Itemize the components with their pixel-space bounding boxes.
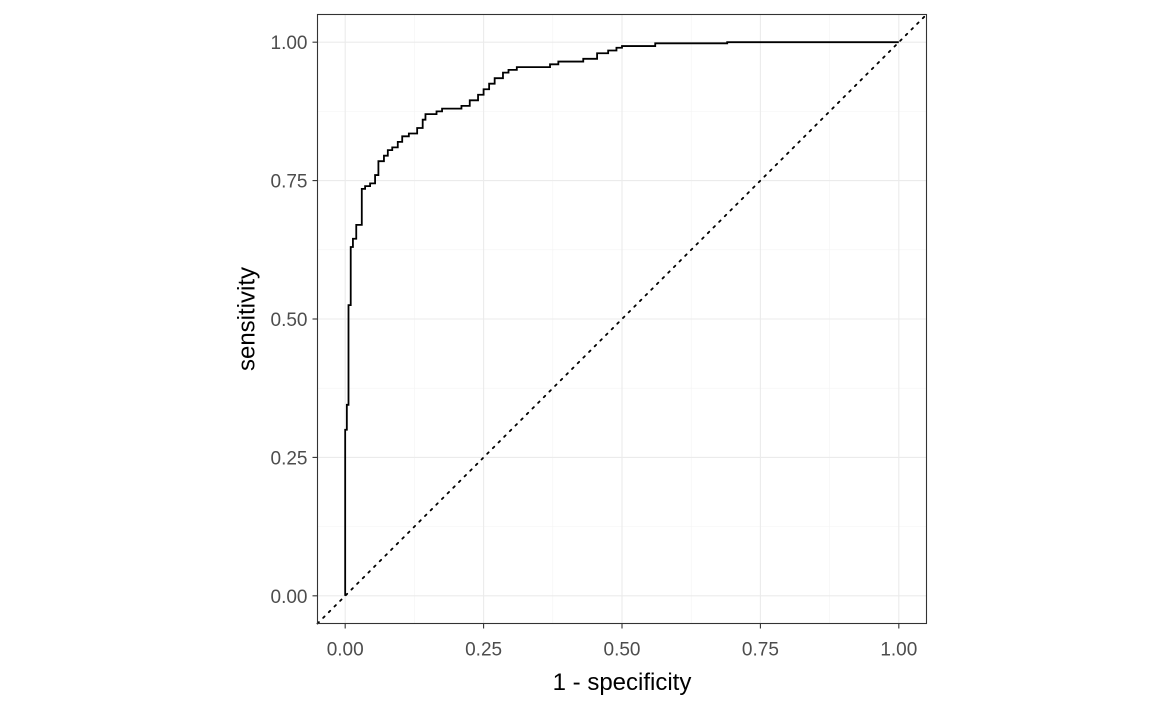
- x-axis-title: 1 - specificity: [553, 669, 692, 696]
- roc-curve-line: [344, 41, 899, 596]
- diagonal-reference-line: [316, 13, 928, 625]
- x-tick-label: 0.50: [604, 640, 641, 661]
- x-tick-label: 0.00: [327, 640, 364, 661]
- y-axis-title: sensitivity: [233, 267, 260, 371]
- grid-lines: [317, 14, 927, 624]
- x-tick-label: 0.75: [742, 640, 779, 661]
- x-tick-label: 0.25: [465, 640, 502, 661]
- y-tick-label: 0.50: [271, 310, 308, 331]
- y-tick-label: 1.00: [271, 33, 308, 54]
- roc-curve: [344, 41, 899, 596]
- y-axis: 0.00 0.25 0.50 0.75 1.00: [271, 33, 318, 608]
- reference-line: [316, 13, 928, 625]
- y-tick-label: 0.75: [271, 172, 308, 193]
- y-tick-label: 0.00: [271, 587, 308, 608]
- x-tick-label: 1.00: [880, 640, 917, 661]
- y-tick-label: 0.25: [271, 448, 308, 469]
- x-axis: 0.00 0.25 0.50 0.75 1.00: [327, 623, 917, 661]
